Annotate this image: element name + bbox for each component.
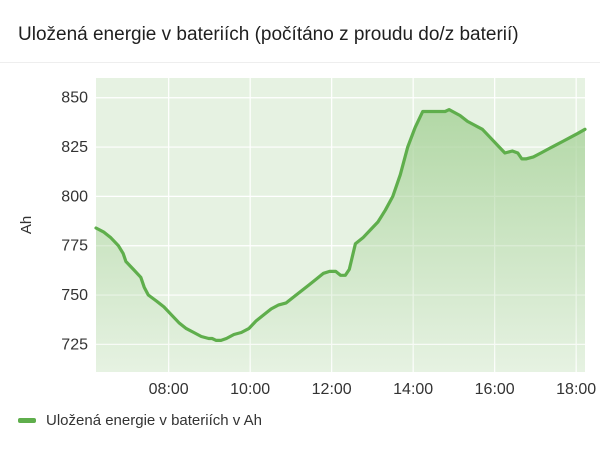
y-tick-label: 825 — [61, 139, 88, 156]
x-tick-label: 18:00 — [556, 381, 596, 398]
title-divider — [0, 62, 600, 63]
legend-swatch — [18, 418, 36, 423]
legend[interactable]: Uložená energie v bateriích v Ah — [18, 412, 262, 429]
legend-label: Uložená energie v bateriích v Ah — [46, 412, 262, 429]
y-tick-label: 800 — [61, 188, 88, 205]
y-tick-label: 850 — [61, 90, 88, 107]
y-tick-label: 725 — [61, 336, 88, 353]
x-tick-label: 10:00 — [230, 381, 270, 398]
y-axis-title: Ah — [18, 216, 35, 234]
series-area — [96, 109, 585, 372]
x-tick-label: 12:00 — [312, 381, 352, 398]
y-tick-label: 750 — [61, 287, 88, 304]
x-tick-label: 14:00 — [393, 381, 433, 398]
y-tick-label: 775 — [61, 238, 88, 255]
x-tick-label: 16:00 — [475, 381, 515, 398]
series-line — [94, 108, 587, 342]
panel-title: Uložená energie v bateriích (počítáno z … — [18, 24, 519, 45]
x-tick-label: 08:00 — [149, 381, 189, 398]
